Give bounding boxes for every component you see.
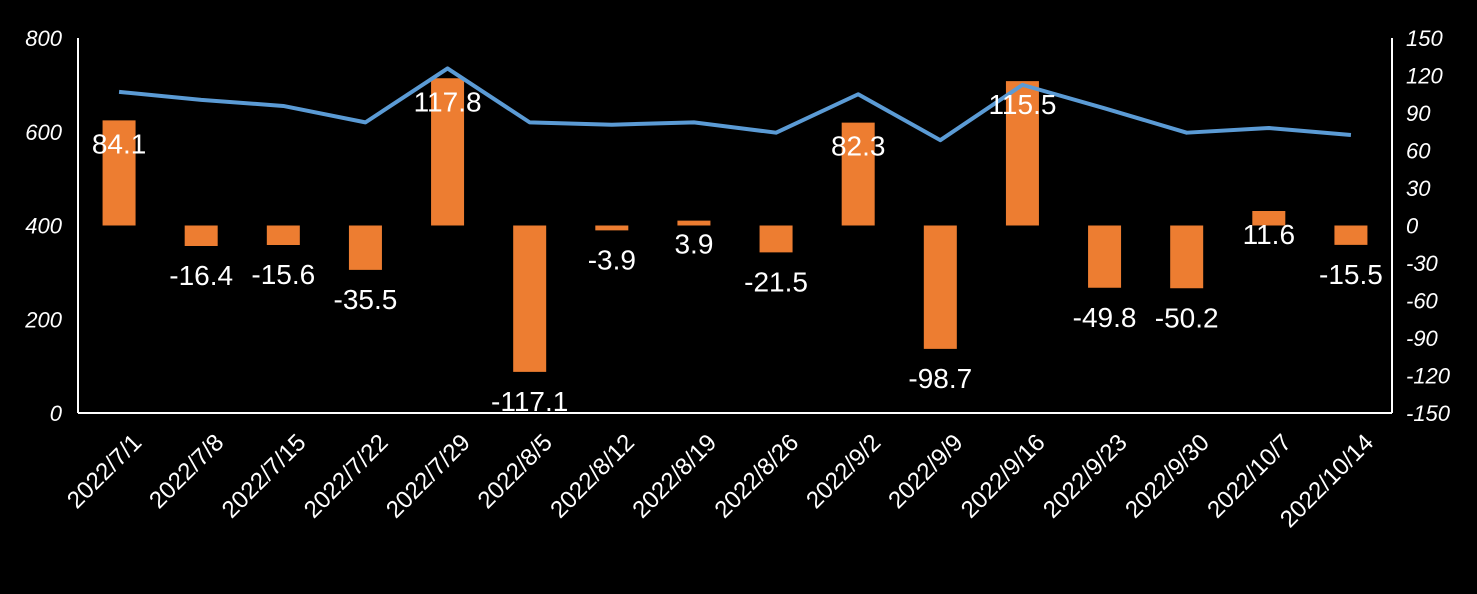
- data-label: -117.1: [491, 386, 568, 417]
- y-right-tick-label: 0: [1406, 214, 1419, 239]
- bar: [266, 225, 300, 245]
- bar: [184, 225, 218, 246]
- data-label: 117.8: [414, 86, 482, 117]
- data-label: 11.6: [1243, 219, 1295, 250]
- data-label: -98.7: [908, 363, 972, 394]
- bar: [1170, 225, 1204, 289]
- data-label: -21.5: [744, 266, 808, 297]
- right-axis-ticks: -150 -120 -90 -60 -30 0 30 60 90 120 150: [1406, 26, 1451, 426]
- y-right-tick-label: -30: [1406, 251, 1439, 276]
- bar: [677, 220, 711, 226]
- data-label: 84.1: [92, 128, 147, 159]
- data-label: -16.4: [169, 260, 233, 291]
- x-tick-label: 2022/7/8: [144, 429, 229, 514]
- y-left-tick-label: 800: [25, 26, 62, 51]
- y-right-tick-label: 150: [1406, 26, 1443, 51]
- data-label: -3.9: [588, 244, 636, 275]
- bar: [513, 225, 547, 372]
- y-right-tick-label: 90: [1406, 101, 1431, 126]
- y-right-tick-label: -90: [1406, 326, 1439, 351]
- x-tick-label: 2022/7/29: [381, 429, 476, 524]
- y-left-tick-label: 0: [50, 401, 63, 426]
- bar: [759, 225, 793, 253]
- data-label: 3.9: [674, 229, 713, 260]
- data-label: -15.5: [1319, 259, 1383, 290]
- data-label: -50.2: [1155, 302, 1219, 333]
- bar: [1252, 211, 1286, 226]
- bar: [431, 78, 465, 226]
- axes: [77, 38, 1393, 414]
- y-left-tick-label: 200: [24, 307, 62, 332]
- x-axis-ticks: 2022/7/12022/7/82022/7/152022/7/222022/7…: [62, 429, 1379, 533]
- bar: [102, 120, 136, 226]
- line-series: [118, 66, 1352, 143]
- bar-series: [102, 78, 1368, 372]
- data-label: -35.5: [334, 284, 398, 315]
- left-axis-ticks: 0 200 400 600 800: [24, 26, 62, 426]
- data-labels: 84.1 -16.4 -15.6 -35.5 117.8 -117.1 -3.9 3.9 -21…: [92, 86, 1383, 417]
- data-label: 82.3: [831, 131, 886, 162]
- y-right-tick-label: -120: [1406, 364, 1451, 389]
- bar: [595, 225, 629, 231]
- x-tick-label: 2022/8/26: [710, 429, 805, 524]
- y-left-tick-label: 600: [25, 120, 62, 145]
- bar: [841, 122, 875, 226]
- y-right-tick-label: -60: [1406, 289, 1439, 314]
- data-label: 115.5: [988, 89, 1056, 120]
- y-right-tick-label: 120: [1406, 64, 1443, 89]
- x-tick-label: 2022/8/19: [627, 429, 722, 524]
- y-right-tick-label: 30: [1406, 176, 1431, 201]
- x-tick-label: 2022/7/1: [62, 429, 147, 514]
- data-label: -49.8: [1073, 302, 1137, 333]
- y-right-tick-label: -150: [1406, 401, 1451, 426]
- line-path: [118, 66, 1352, 143]
- x-tick-label: 2022/7/22: [299, 429, 394, 524]
- x-tick-label: 2022/9/9: [883, 429, 968, 514]
- x-tick-label: 2022/9/16: [956, 429, 1051, 524]
- x-tick-label: 2022/9/30: [1120, 429, 1215, 524]
- x-tick-label: 2022/7/15: [217, 429, 312, 524]
- y-right-tick-label: 60: [1406, 139, 1431, 164]
- bar: [923, 225, 957, 349]
- y-left-tick-label: 400: [25, 214, 62, 239]
- x-tick-label: 2022/8/12: [545, 429, 640, 524]
- x-tick-label: 2022/9/2: [801, 429, 886, 514]
- bar: [1334, 225, 1368, 245]
- x-tick-label: 2022/8/5: [473, 429, 558, 514]
- bar: [348, 225, 382, 270]
- bar: [1088, 225, 1122, 288]
- bar: [1005, 81, 1039, 226]
- x-tick-label: 2022/9/23: [1038, 429, 1133, 524]
- data-label: -15.6: [251, 259, 315, 290]
